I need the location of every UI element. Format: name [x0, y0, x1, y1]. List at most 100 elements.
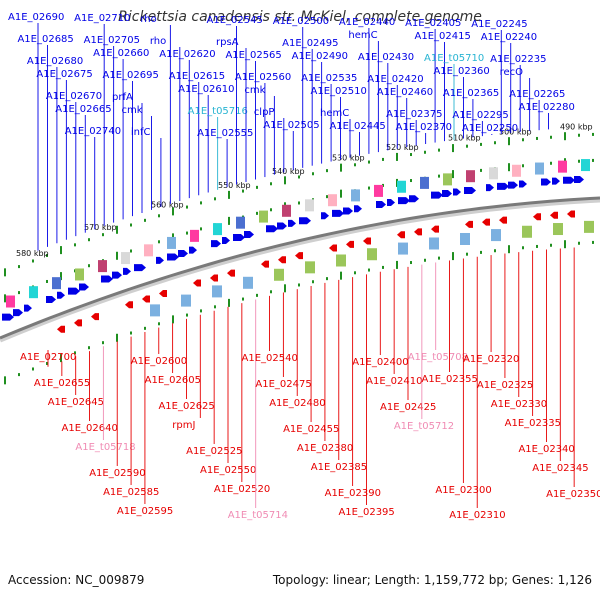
gene-label: rho [140, 14, 156, 25]
tick-mark [74, 243, 76, 247]
tick-mark [158, 240, 160, 244]
tick-mark [18, 291, 20, 295]
forward-gene-arrow [321, 212, 329, 220]
gene-label: A1E_02445 [329, 121, 385, 132]
tick-mark [550, 135, 552, 139]
gene-label: A1E_02365 [443, 88, 499, 99]
gene-label: A1E_02375 [386, 109, 442, 120]
feature-block [491, 229, 501, 242]
gene-label: A1E_02660 [93, 48, 149, 59]
kbp-tick-label: 520 kbp [386, 143, 419, 152]
feature-block [460, 232, 470, 245]
forward-gene-arrow [453, 188, 461, 196]
forward-gene-arrow [24, 304, 32, 312]
tick-mark [242, 189, 244, 193]
tick-mark [396, 152, 398, 161]
feature-block [243, 276, 253, 289]
gene-label: A1E_02245 [471, 19, 527, 30]
tick-mark [116, 333, 118, 342]
forward-gene-arrow [233, 234, 245, 242]
gene-label: A1E_02460 [377, 87, 433, 98]
forward-gene-arrow [244, 231, 254, 239]
tick-mark [340, 189, 342, 198]
gene-label: cmk [244, 85, 265, 96]
gene-label: A1E_02655 [34, 378, 90, 389]
tick-mark [494, 141, 496, 145]
forward-gene-arrow [277, 222, 287, 230]
tick-mark [410, 261, 412, 265]
reverse-gene-arrow [431, 225, 439, 233]
forward-gene-arrow [563, 176, 575, 184]
tick-mark [270, 290, 272, 294]
feature-block [420, 176, 429, 189]
tick-mark [88, 346, 90, 350]
feature-block [466, 170, 475, 183]
feature-block [6, 295, 15, 308]
gene-label: A1E_02400 [352, 357, 408, 368]
tick-mark [228, 298, 230, 307]
gene-label: A1E_02705 [84, 35, 140, 46]
tick-mark [578, 133, 580, 137]
tick-mark [592, 158, 594, 162]
gene-label: A1E_02475 [255, 379, 311, 390]
gene-label: A1E_02425 [380, 402, 436, 413]
gene-label: A1E_02495 [282, 38, 338, 49]
forward-gene-arrow [112, 271, 122, 279]
gene-label: A1E_02500 [273, 16, 329, 27]
tick-mark [312, 280, 314, 284]
gene-label: A1E_02240 [481, 32, 537, 43]
tick-mark [564, 132, 566, 141]
tick-mark [410, 153, 412, 157]
tick-mark [60, 246, 62, 255]
tick-mark [578, 241, 580, 245]
tick-mark [354, 163, 356, 167]
feature-block [181, 294, 191, 307]
tick-mark [564, 240, 566, 249]
tick-mark [228, 216, 230, 225]
gene-label: A1E_02740 [65, 126, 121, 137]
forward-gene-arrow [497, 182, 509, 190]
tick-mark [578, 159, 580, 163]
forward-gene-arrow [519, 180, 527, 188]
gene-label: rpmJ [172, 420, 195, 431]
tick-mark [4, 268, 6, 277]
forward-gene-arrow [398, 197, 410, 205]
gene-label: A1E_02700 [20, 352, 76, 363]
kbp-tick-label: 550 kbp [218, 181, 251, 190]
forward-gene-arrow [552, 177, 560, 185]
gene-label: rho [150, 36, 166, 47]
tick-mark [438, 148, 440, 152]
feature-block [167, 236, 176, 249]
reverse-gene-arrow [397, 231, 405, 239]
forward-gene-arrow [541, 178, 551, 186]
tick-mark [354, 271, 356, 275]
reverse-gene-arrow [57, 325, 65, 333]
gene-label: A1E_02555 [197, 128, 253, 139]
reverse-gene-arrow [210, 274, 218, 282]
tick-mark [298, 175, 300, 179]
tick-mark [312, 172, 314, 176]
feature-block [535, 162, 544, 175]
gene-label: A1E_02520 [214, 484, 270, 495]
feature-block [367, 248, 377, 261]
tick-mark [186, 231, 188, 235]
feature-block [351, 189, 360, 202]
tick-mark [4, 376, 6, 385]
reverse-gene-arrow [346, 240, 354, 248]
feature-block [213, 223, 222, 236]
tick-mark [172, 315, 174, 324]
tick-mark [88, 238, 90, 242]
tick-mark [228, 190, 230, 199]
tick-mark [382, 265, 384, 269]
tick-mark [480, 142, 482, 146]
gene-label: A1E_02680 [27, 56, 83, 67]
reverse-gene-arrow [142, 295, 150, 303]
gene-label: A1E_02330 [491, 399, 547, 410]
tick-mark [144, 326, 146, 330]
forward-gene-arrow [189, 246, 197, 254]
forward-gene-arrow [156, 256, 164, 264]
feature-block [98, 260, 107, 273]
forward-gene-arrow [13, 309, 23, 317]
reverse-gene-arrow [193, 279, 201, 287]
tick-mark [550, 161, 552, 165]
